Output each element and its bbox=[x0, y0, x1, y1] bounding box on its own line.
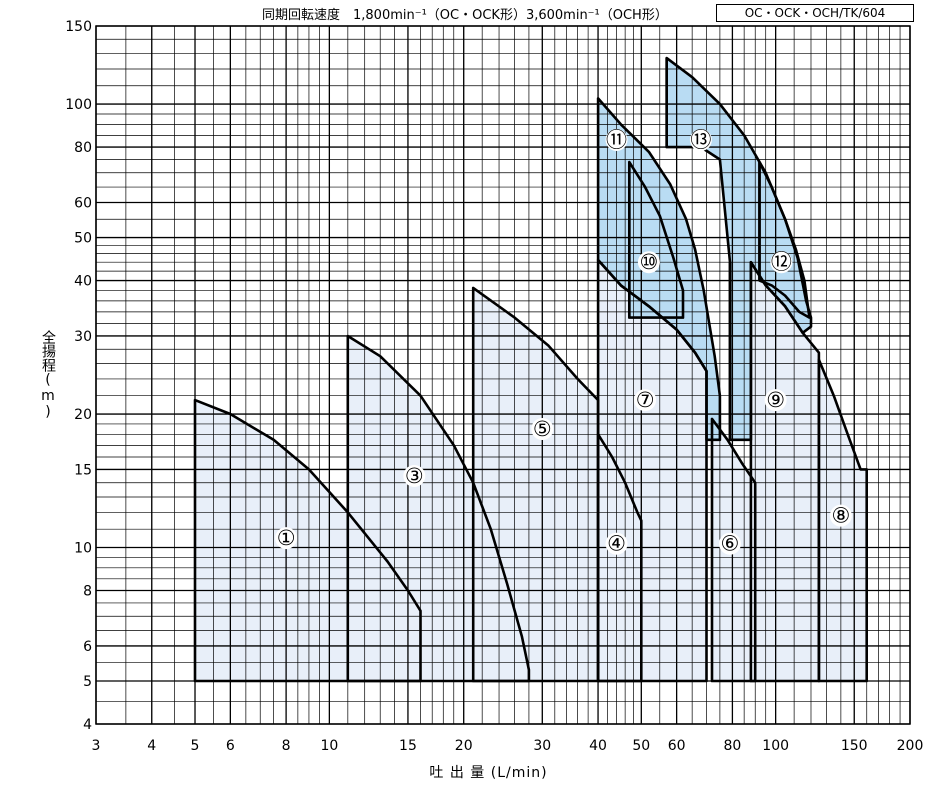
x-tick-label-2: 5 bbox=[191, 738, 200, 754]
x-tick-label-14: 150 bbox=[841, 738, 868, 754]
y-tick-label-3: 8 bbox=[83, 584, 92, 600]
region-label-13: ⑬ bbox=[690, 128, 711, 152]
region-outline-12 bbox=[758, 160, 811, 319]
region-label-6: ⑥ bbox=[721, 532, 740, 556]
y-tick-label-13: 150 bbox=[65, 19, 92, 35]
x-tick-label-11: 60 bbox=[668, 738, 686, 754]
region-label-12: ⑫ bbox=[771, 250, 792, 274]
x-tick-label-4: 8 bbox=[282, 738, 291, 754]
chart-subtitle: 同期回転速度 1,800min⁻¹（OC・OCK形）3,600min⁻¹（OCH… bbox=[262, 8, 668, 23]
region-label-bg-11 bbox=[605, 128, 628, 151]
y-tick-label-5: 15 bbox=[74, 462, 92, 478]
region-label-bg-8 bbox=[829, 504, 852, 527]
region-label-bg-12 bbox=[770, 251, 793, 274]
region-outline-11 bbox=[596, 97, 722, 442]
y-tick-label-9: 50 bbox=[74, 231, 92, 247]
region-label-bg-1 bbox=[275, 527, 298, 550]
plot-frame bbox=[95, 25, 911, 725]
x-tick-label-5: 10 bbox=[320, 738, 338, 754]
region-label-5: ⑤ bbox=[533, 417, 552, 441]
x-tick-label-3: 6 bbox=[226, 738, 235, 754]
x-tick-label-15: 200 bbox=[897, 738, 924, 754]
y-tick-label-6: 20 bbox=[74, 407, 92, 423]
x-tick-label-7: 20 bbox=[455, 738, 473, 754]
region-label-9: ⑨ bbox=[766, 388, 785, 412]
region-label-7: ⑦ bbox=[636, 388, 655, 412]
region-label-bg-10 bbox=[637, 251, 660, 274]
region-label-bg-3 bbox=[403, 464, 426, 487]
region-label-bg-4 bbox=[605, 532, 628, 555]
region-fill-13 bbox=[666, 58, 811, 440]
region-label-4: ④ bbox=[607, 532, 626, 556]
y-axis-label: 全揚程(m) bbox=[33, 330, 56, 420]
region-label-bg-7 bbox=[634, 389, 657, 412]
region-label-10: ⑩ bbox=[639, 250, 658, 274]
region-label-1: ① bbox=[277, 526, 296, 550]
region-label-bg-9 bbox=[764, 389, 787, 412]
y-axis-label-text: 全揚程(m) bbox=[40, 330, 56, 420]
y-tick-label-0: 4 bbox=[83, 717, 92, 733]
region-label-bg-6 bbox=[718, 532, 741, 555]
region-label-bg-13 bbox=[689, 128, 712, 151]
x-tick-label-13: 100 bbox=[762, 738, 789, 754]
y-tick-label-12: 100 bbox=[65, 97, 92, 113]
y-tick-label-2: 6 bbox=[83, 639, 92, 655]
x-tick-label-1: 4 bbox=[147, 738, 156, 754]
y-tick-label-8: 40 bbox=[74, 274, 92, 290]
region-label-3: ③ bbox=[405, 464, 424, 488]
region-labels: ① ③ ⑤ ④ ⑦ ⑥ ⑨ ⑧ ⑪ ⑩ ⑬ ⑫ bbox=[275, 128, 852, 556]
region-outline-8 bbox=[817, 358, 868, 683]
y-tick-label-7: 30 bbox=[74, 329, 92, 345]
region-label-bg-5 bbox=[531, 418, 554, 441]
x-tick-labels: 3 4 5 6 8 10 15 20 30 40 50 60 80 100 150 200 bbox=[92, 738, 924, 754]
y-tick-labels: 4 5 6 8 10 15 20 30 40 50 60 80 100 150 bbox=[65, 19, 92, 733]
x-tick-label-10: 50 bbox=[632, 738, 650, 754]
y-tick-label-1: 5 bbox=[83, 674, 92, 690]
y-tick-label-10: 60 bbox=[74, 195, 92, 211]
region-outline-4 bbox=[596, 433, 643, 683]
region-outlines bbox=[193, 56, 868, 683]
region-fill-12 bbox=[759, 162, 810, 318]
model-code-box: OC・OCK・OCH/TK/604 bbox=[716, 4, 914, 22]
region-fill-9 bbox=[750, 262, 819, 681]
x-tick-label-0: 3 bbox=[92, 738, 101, 754]
region-label-11: ⑪ bbox=[606, 128, 627, 152]
y-tick-label-11: 80 bbox=[74, 140, 92, 156]
region-fill-10 bbox=[629, 162, 683, 318]
x-axis-label: 吐 出 量 (L/min) bbox=[429, 765, 548, 781]
x-tick-label-12: 80 bbox=[723, 738, 741, 754]
region-label-8: ⑧ bbox=[831, 504, 850, 528]
y-tick-label-4: 10 bbox=[74, 541, 92, 557]
x-tick-label-6: 15 bbox=[399, 738, 417, 754]
x-tick-label-8: 30 bbox=[533, 738, 551, 754]
region-outline-3 bbox=[346, 334, 531, 683]
region-outline-10 bbox=[628, 160, 685, 319]
x-tick-label-9: 40 bbox=[589, 738, 607, 754]
